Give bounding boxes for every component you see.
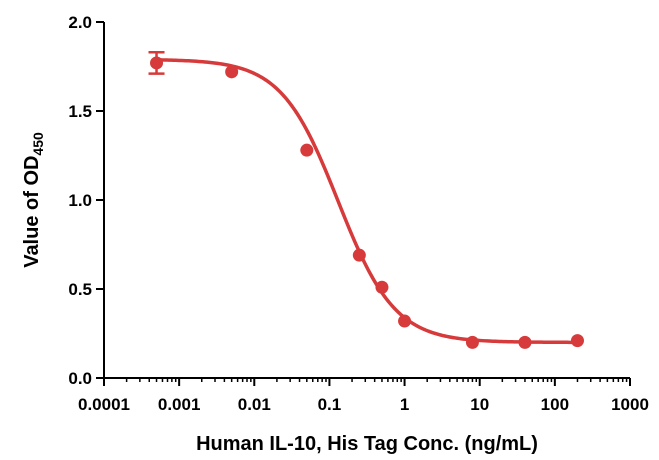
y-tick-label: 0.5 <box>68 280 92 299</box>
y-tick-label: 2.0 <box>68 13 92 32</box>
data-point <box>150 56 164 70</box>
y-tick-label: 1.5 <box>68 102 92 121</box>
data-point <box>518 335 532 349</box>
y-axis-title: Value of OD450 <box>21 132 46 268</box>
x-axis-ticks: 0.0001 0.001 0.01 0.1 1 10 100 1000 <box>78 378 649 414</box>
data-points <box>150 56 584 349</box>
x-tick-label: 0.1 <box>318 395 342 414</box>
fit-curve <box>156 58 578 345</box>
x-tick-label: 0.0001 <box>78 395 130 414</box>
y-tick-label: 0.0 <box>68 369 92 388</box>
x-tick-label: 0.01 <box>238 395 271 414</box>
x-tick-label: 1000 <box>611 395 649 414</box>
data-point <box>352 248 366 262</box>
x-tick-label: 0.001 <box>158 395 201 414</box>
x-tick-label: 1 <box>400 395 409 414</box>
x-axis-title: Human IL-10, His Tag Conc. (ng/mL) <box>196 433 538 455</box>
y-tick-label: 1.0 <box>68 191 92 210</box>
data-point <box>375 280 389 294</box>
data-point <box>465 335 479 349</box>
data-point <box>300 143 314 157</box>
data-point <box>570 334 584 348</box>
y-axis-title-main: Value of OD <box>21 156 43 268</box>
y-axis-title-subscript: 450 <box>30 132 46 156</box>
data-point <box>398 314 412 328</box>
data-point <box>225 65 239 79</box>
x-tick-label: 100 <box>541 395 569 414</box>
y-axis-ticks: 0.0 0.5 1.0 1.5 2.0 <box>68 13 104 388</box>
x-tick-label: 10 <box>470 395 489 414</box>
